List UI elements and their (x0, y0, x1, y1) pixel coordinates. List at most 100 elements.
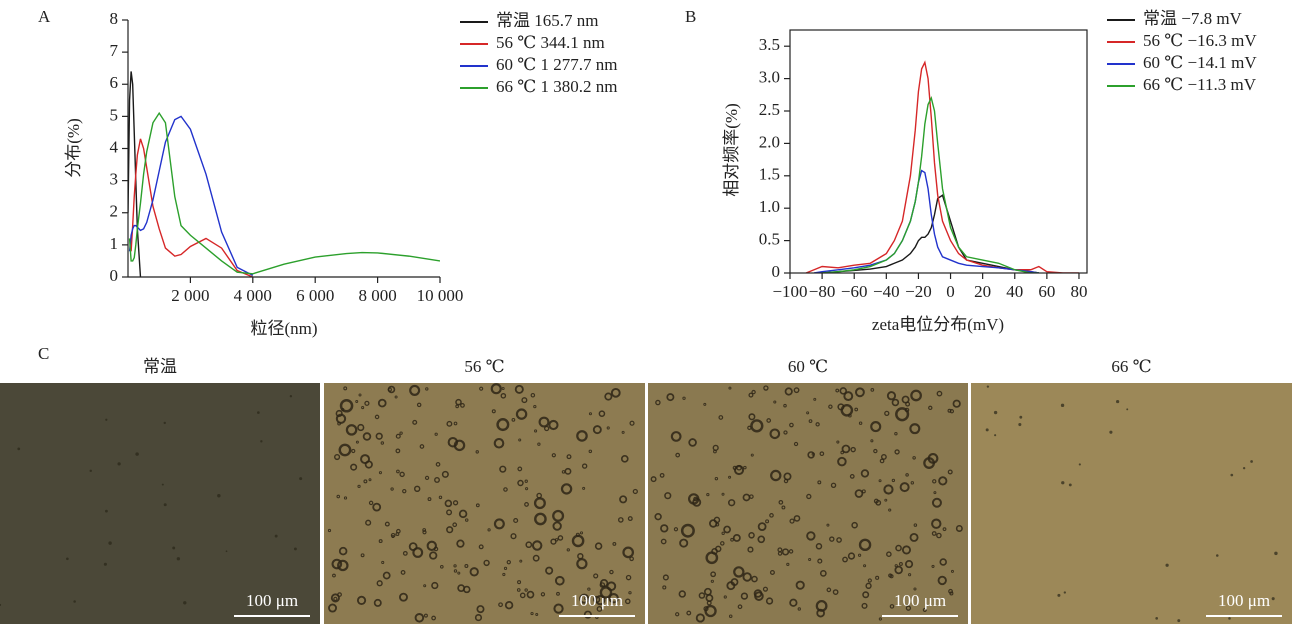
droplet (863, 564, 867, 568)
droplet (861, 602, 868, 609)
droplet (364, 400, 370, 406)
speck (1068, 483, 1072, 487)
droplet (332, 573, 336, 578)
droplet (728, 614, 733, 619)
droplet (816, 608, 825, 618)
droplet (534, 429, 538, 433)
droplet (456, 539, 465, 548)
droplet (908, 573, 912, 577)
droplet (817, 480, 822, 485)
droplet (587, 587, 591, 591)
droplet (351, 448, 356, 454)
droplet (842, 556, 848, 563)
legend-label: 66 ℃ 1 380.2 nm (496, 77, 618, 96)
speck (274, 534, 278, 538)
droplet (446, 526, 454, 534)
droplet (464, 563, 469, 568)
droplet (525, 487, 529, 491)
droplet (936, 390, 943, 397)
droplet (453, 564, 457, 568)
legend-label: 66 ℃ −11.3 mV (1143, 75, 1257, 94)
x-tick-label: 0 (946, 282, 955, 301)
speck (217, 494, 221, 498)
droplet (757, 522, 767, 531)
droplet (434, 477, 440, 483)
droplet (358, 393, 362, 397)
droplet (748, 392, 754, 398)
droplet (875, 575, 880, 580)
droplet (355, 400, 359, 403)
droplet (721, 531, 725, 535)
y-tick-label: 7 (110, 41, 119, 60)
droplet (878, 617, 882, 621)
droplet (894, 565, 903, 575)
droplet (357, 423, 365, 432)
speck (1078, 463, 1081, 466)
droplet (493, 518, 505, 530)
droplet (884, 498, 888, 502)
droplet (678, 590, 686, 598)
droplet (530, 611, 534, 616)
droplet (498, 602, 503, 608)
droplet (740, 592, 749, 600)
droplet (765, 597, 774, 605)
droplet (373, 598, 382, 607)
droplet (518, 438, 522, 442)
speck (1061, 481, 1065, 485)
droplet (395, 433, 401, 439)
droplet (412, 419, 418, 425)
droplet (434, 432, 438, 436)
droplet (763, 385, 769, 391)
speck (299, 477, 303, 481)
droplet (545, 566, 554, 575)
speck (1215, 554, 1219, 557)
droplet (675, 452, 681, 458)
droplet (730, 537, 734, 542)
droplet (870, 421, 882, 433)
droplet (855, 387, 865, 398)
droplet (355, 440, 359, 444)
droplet (595, 594, 606, 606)
droplet (439, 564, 444, 569)
droplet (898, 562, 903, 566)
micrograph-title: 常温 (143, 357, 177, 376)
legend-label: 60 ℃ 1 277.7 nm (496, 55, 618, 74)
droplet (458, 509, 468, 519)
droplet (865, 582, 872, 590)
droplet (514, 384, 524, 394)
droplet (496, 418, 510, 432)
speck (985, 428, 989, 432)
y-tick-label: 3.0 (759, 68, 780, 87)
droplet (747, 546, 754, 553)
speck (1250, 460, 1253, 463)
droplet (446, 509, 453, 516)
speck (108, 541, 112, 545)
droplet (627, 516, 633, 522)
droplet (431, 581, 439, 590)
y-tick-label: 1.5 (759, 165, 780, 184)
droplet (808, 557, 812, 561)
droplet (503, 487, 508, 492)
droplet (673, 527, 679, 532)
speck (993, 410, 998, 415)
droplet (533, 405, 537, 409)
droplet (718, 415, 724, 420)
droplet (784, 387, 793, 396)
droplet (554, 538, 559, 542)
droplet (732, 534, 741, 542)
droplet (927, 453, 939, 464)
droplet (350, 463, 358, 471)
droplet (384, 521, 390, 527)
droplet (815, 600, 828, 612)
droplet (807, 451, 815, 459)
droplet (622, 546, 635, 559)
droplet (610, 387, 621, 398)
droplet (793, 387, 800, 394)
droplet (345, 424, 358, 436)
droplet (732, 465, 737, 470)
droplet (503, 566, 508, 570)
droplet (478, 544, 484, 550)
droplet (338, 546, 348, 556)
droplet (913, 587, 917, 591)
droplet (860, 469, 870, 478)
